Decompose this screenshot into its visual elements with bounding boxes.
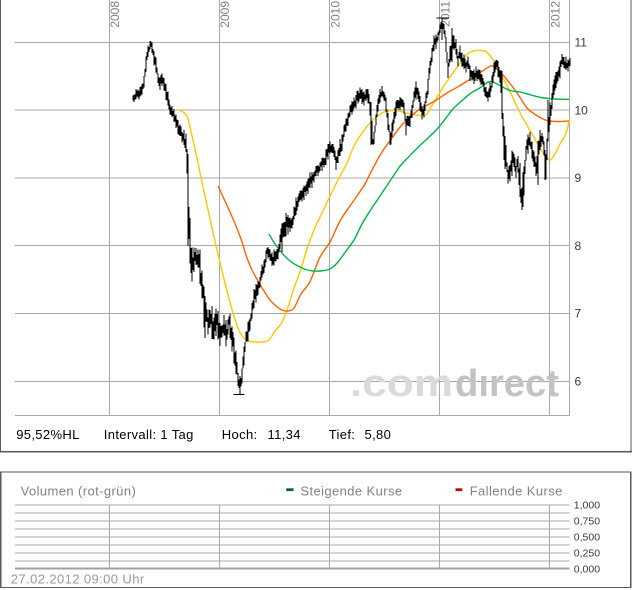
svg-text:9: 9 (575, 171, 582, 185)
svg-text:11,34: 11,34 (268, 427, 301, 442)
svg-text:0,500: 0,500 (574, 532, 600, 544)
svg-text:Volumen (rot-grün): Volumen (rot-grün) (21, 483, 137, 498)
svg-text:dırect: dırect (455, 363, 559, 405)
svg-text:2010: 2010 (328, 1, 342, 28)
svg-text:0,000: 0,000 (574, 563, 600, 575)
svg-text:2009: 2009 (218, 1, 232, 28)
svg-text:2012: 2012 (548, 1, 562, 28)
svg-text:Intervall: 1 Tag: Intervall: 1 Tag (104, 427, 194, 442)
svg-text:1,000: 1,000 (574, 500, 600, 512)
svg-text:95,52%HL: 95,52%HL (16, 427, 80, 442)
svg-text:27.02.2012 09:00 Uhr: 27.02.2012 09:00 Uhr (11, 571, 145, 586)
svg-text:.com: .com (350, 363, 453, 405)
svg-text:11: 11 (575, 36, 588, 50)
svg-text:2008: 2008 (108, 1, 122, 28)
svg-text:6: 6 (575, 375, 582, 389)
svg-text:Tief:: Tief: (329, 427, 356, 442)
svg-text:Steigende Kurse: Steigende Kurse (300, 483, 402, 498)
svg-text:7: 7 (575, 307, 582, 321)
svg-text:5,80: 5,80 (365, 427, 392, 442)
svg-text:2011: 2011 (438, 1, 452, 27)
svg-text:8: 8 (575, 239, 582, 253)
svg-text:0,750: 0,750 (574, 516, 600, 528)
svg-text:10: 10 (575, 103, 589, 117)
svg-text:Fallende Kurse: Fallende Kurse (470, 483, 563, 498)
svg-text:0,250: 0,250 (574, 548, 600, 560)
svg-text:Hoch:: Hoch: (222, 427, 258, 442)
